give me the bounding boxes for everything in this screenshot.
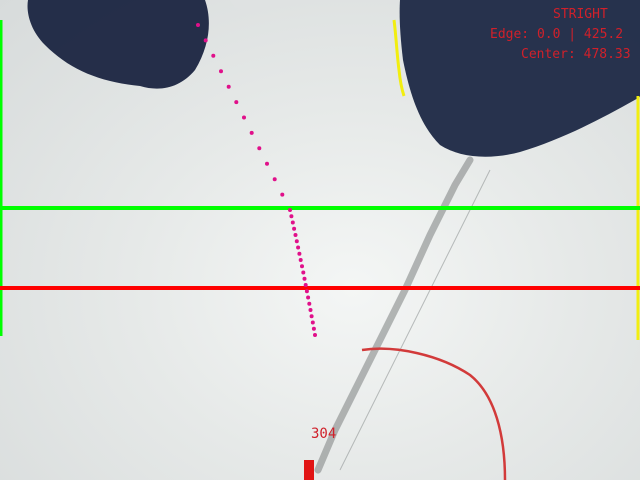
path-dot [303, 283, 308, 287]
path-dot [307, 301, 312, 306]
path-dot [249, 130, 254, 135]
path-dot [304, 289, 309, 294]
steer-marker [304, 460, 314, 480]
path-dot [309, 314, 314, 319]
right-edge-curve [392, 19, 406, 97]
path-dot [300, 264, 304, 269]
path-dot [257, 146, 262, 151]
path-dot [292, 226, 297, 231]
dark-object-left [27, 0, 209, 89]
path-dot [203, 38, 208, 43]
path-dot [297, 251, 302, 256]
path-dot [272, 177, 277, 182]
path-dot [294, 239, 299, 244]
steer-value: 304 [311, 426, 337, 442]
path-dot [308, 308, 313, 312]
path-dot [301, 270, 306, 275]
path-dot [293, 233, 298, 237]
surface-streak [314, 156, 474, 474]
path-dot [211, 53, 216, 58]
path-trajectory [196, 23, 317, 337]
dark-object-right [399, 0, 640, 157]
path-dot [311, 326, 316, 331]
center-readout: Center: 478.33 [521, 47, 631, 62]
path-dot [290, 220, 295, 225]
thin-crack [339, 169, 491, 471]
floor-red-curve [361, 347, 507, 480]
path-dot [265, 161, 269, 166]
path-dot [280, 192, 285, 197]
path-dot [296, 245, 301, 250]
path-dot [196, 23, 200, 27]
path-dot [302, 276, 307, 281]
path-dot [306, 295, 311, 300]
top-glare [230, 0, 300, 10]
path-dot [219, 69, 223, 74]
path-dot [226, 84, 231, 89]
path-dot [242, 115, 246, 120]
path-dot [234, 100, 239, 105]
path-dot [298, 258, 303, 262]
edge-readout: Edge: 0.0 | 425.2 [490, 27, 624, 42]
path-dot [310, 320, 315, 325]
steer-status-label: STRIGHT [553, 7, 608, 22]
path-dot [288, 208, 292, 212]
path-dot [289, 214, 294, 219]
path-dot [313, 333, 317, 337]
